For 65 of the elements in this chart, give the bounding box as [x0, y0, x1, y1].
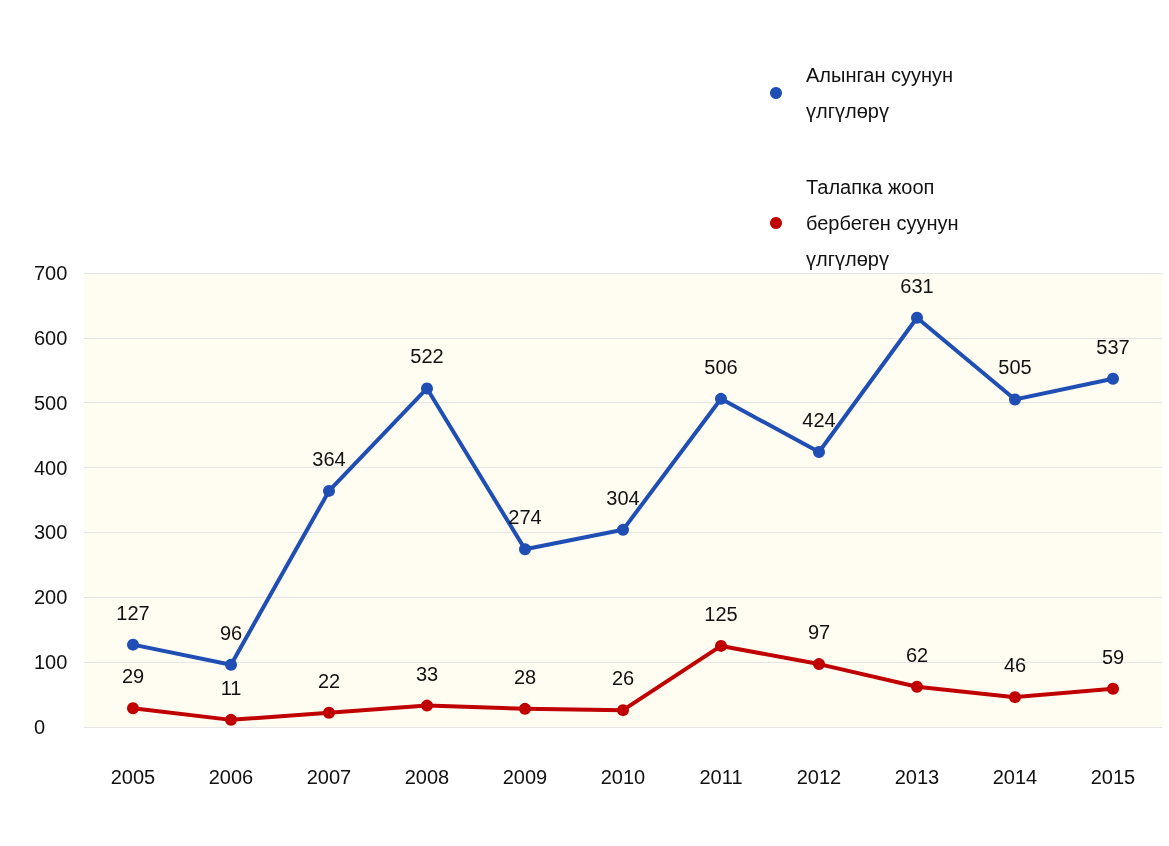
y-tick-label: 0	[34, 716, 46, 738]
data-label: 364	[312, 447, 346, 470]
point	[911, 680, 923, 693]
point	[519, 702, 531, 715]
y-tick-label: 300	[34, 521, 68, 544]
x-tick-label: 2007	[306, 766, 352, 788]
x-tick-label: 2011	[699, 766, 743, 788]
data-label: 29	[121, 665, 145, 688]
point	[617, 704, 629, 717]
x-tick-label: 2008	[404, 766, 450, 788]
point	[421, 382, 433, 395]
x-tick-label: 2009	[502, 766, 548, 788]
y-tick-label: 700	[34, 262, 68, 284]
y-tick-label: 600	[34, 326, 68, 349]
x-tick-label: 2013	[894, 766, 940, 788]
x-tick-label: 2005	[110, 766, 156, 788]
data-label: 46	[1003, 654, 1027, 677]
point	[225, 658, 237, 671]
x-tick-label: 2015	[1090, 766, 1136, 788]
data-label: 96	[219, 621, 243, 644]
point	[813, 658, 825, 671]
point	[225, 713, 237, 726]
data-label: 26	[611, 667, 635, 690]
data-label: 11	[220, 676, 242, 699]
x-tick-label: 2006	[208, 766, 254, 788]
point	[127, 638, 139, 651]
data-label: 424	[802, 409, 836, 432]
data-label: 631	[900, 274, 934, 297]
data-label: 505	[998, 356, 1032, 379]
data-label: 127	[116, 601, 150, 624]
point	[911, 311, 923, 324]
point	[715, 639, 727, 652]
data-label: 22	[317, 669, 341, 692]
data-label: 62	[905, 643, 929, 666]
data-label: 125	[704, 602, 738, 625]
y-tick-label: 200	[34, 586, 68, 609]
data-label: 28	[513, 665, 537, 688]
data-label: 304	[606, 486, 640, 509]
x-tick-label: 2014	[992, 766, 1038, 788]
legend-label: Алынган суунун үлгүлөрү	[806, 64, 959, 122]
point	[813, 446, 825, 458]
point	[519, 543, 531, 556]
point	[323, 484, 335, 497]
point	[1107, 682, 1119, 695]
x-tick-label: 2010	[600, 766, 646, 788]
point	[1009, 691, 1021, 704]
y-tick-label: 100	[34, 651, 68, 674]
x-tick-label: 2012	[796, 766, 842, 788]
point	[715, 392, 727, 405]
data-label: 59	[1101, 645, 1125, 668]
point	[1009, 393, 1021, 406]
data-label: 97	[807, 621, 831, 644]
point	[617, 523, 629, 536]
y-tick-label: 400	[34, 456, 68, 479]
point	[127, 702, 139, 715]
point	[421, 699, 433, 712]
data-label: 537	[1096, 335, 1130, 358]
legend-label: Талапка жооп бербеген суунун үлгүлөрү	[806, 176, 965, 270]
data-label: 506	[704, 355, 738, 378]
data-label: 33	[415, 662, 439, 685]
data-label: 274	[508, 506, 542, 529]
y-tick-label: 500	[34, 391, 68, 414]
point	[323, 706, 335, 719]
data-label: 522	[410, 345, 444, 368]
point	[1107, 372, 1119, 385]
